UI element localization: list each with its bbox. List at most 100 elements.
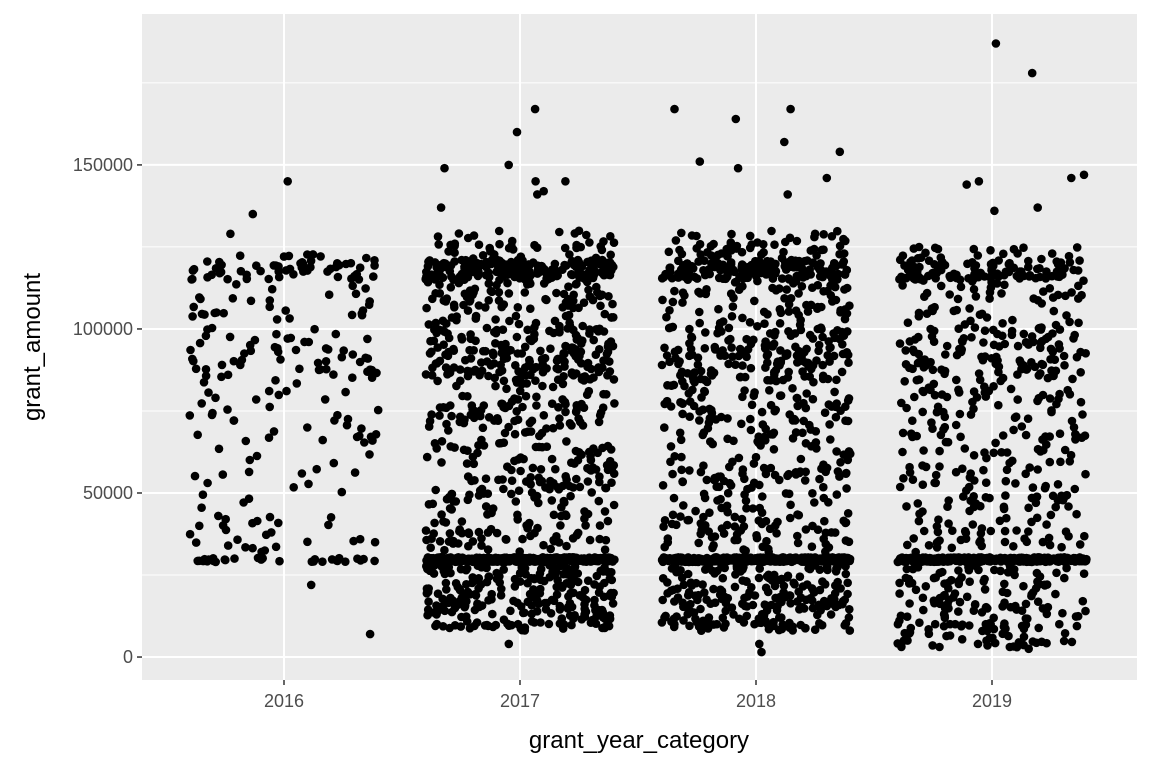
- data-point: [528, 592, 538, 602]
- data-point: [1042, 638, 1051, 648]
- data-point: [763, 256, 772, 266]
- data-point: [934, 515, 943, 524]
- data-point: [424, 320, 434, 329]
- data-point: [603, 465, 613, 475]
- data-point: [318, 557, 327, 566]
- data-point: [479, 401, 489, 410]
- data-point: [729, 436, 738, 446]
- data-point: [1009, 542, 1018, 551]
- data-point: [740, 386, 749, 395]
- data-point: [186, 345, 195, 355]
- data-point: [824, 498, 833, 507]
- data-point: [518, 534, 527, 544]
- data-point: [746, 425, 756, 435]
- data-point: [1045, 432, 1054, 441]
- data-point: [499, 376, 509, 386]
- data-point: [425, 256, 435, 265]
- data-point: [979, 338, 988, 347]
- data-point: [811, 427, 821, 436]
- data-point: [561, 472, 570, 481]
- data-point: [544, 274, 554, 284]
- data-point: [493, 416, 503, 426]
- data-point: [899, 474, 908, 483]
- data-point: [695, 554, 705, 564]
- data-point: [534, 498, 543, 508]
- data-point: [297, 469, 307, 478]
- data-point: [563, 294, 573, 304]
- data-point: [426, 543, 436, 552]
- data-point: [823, 374, 833, 384]
- data-point: [986, 554, 996, 563]
- data-point: [517, 379, 527, 389]
- data-point: [446, 401, 455, 410]
- data-point: [251, 261, 261, 271]
- data-point: [433, 589, 443, 598]
- data-point: [1052, 257, 1061, 266]
- data-point: [731, 570, 740, 579]
- data-point: [499, 267, 508, 276]
- data-point: [595, 324, 604, 334]
- data-point: [582, 277, 592, 287]
- data-point: [822, 173, 832, 183]
- data-point: [970, 600, 980, 609]
- data-point: [477, 366, 487, 376]
- data-point: [246, 296, 256, 306]
- data-point: [450, 257, 460, 266]
- data-point: [511, 361, 520, 370]
- data-point: [606, 445, 616, 454]
- data-point: [535, 569, 545, 578]
- data-point: [350, 468, 360, 477]
- data-point: [726, 258, 736, 267]
- data-point: [913, 499, 923, 508]
- data-point: [479, 441, 489, 450]
- data-point: [598, 443, 607, 453]
- data-point: [930, 260, 939, 269]
- data-point: [558, 265, 567, 275]
- data-point: [792, 262, 802, 272]
- data-point: [535, 477, 545, 487]
- data-point: [567, 270, 576, 279]
- data-point: [459, 589, 469, 599]
- data-point: [723, 507, 732, 517]
- data-point: [1073, 266, 1083, 275]
- data-point: [547, 454, 557, 464]
- data-point: [965, 304, 974, 313]
- data-point: [1028, 637, 1038, 646]
- data-point: [532, 392, 541, 402]
- data-point: [586, 364, 596, 374]
- data-point: [1072, 509, 1081, 519]
- data-point: [737, 419, 746, 429]
- data-point: [895, 339, 905, 348]
- data-point: [775, 475, 784, 485]
- data-point: [734, 453, 744, 463]
- data-point: [589, 335, 598, 345]
- data-point: [323, 345, 333, 354]
- data-point: [965, 506, 974, 516]
- data-point: [542, 295, 551, 305]
- data-point: [570, 611, 579, 620]
- data-point: [962, 592, 972, 602]
- data-point: [794, 587, 803, 596]
- data-point: [762, 536, 771, 546]
- data-point: [581, 521, 590, 530]
- data-point: [801, 525, 811, 534]
- data-point: [767, 226, 776, 236]
- data-point: [507, 241, 516, 251]
- data-point: [536, 465, 546, 474]
- data-point: [908, 564, 918, 574]
- data-point: [712, 554, 722, 563]
- data-point: [808, 394, 818, 404]
- data-point: [467, 401, 477, 410]
- data-point: [745, 243, 755, 253]
- data-point: [803, 307, 813, 316]
- data-point: [429, 553, 438, 563]
- data-point: [355, 431, 364, 441]
- data-point: [554, 403, 563, 412]
- data-point: [951, 420, 961, 430]
- data-point: [683, 369, 692, 378]
- data-point: [1008, 456, 1017, 466]
- data-point: [514, 319, 524, 329]
- data-point: [657, 360, 667, 370]
- data-point: [662, 351, 672, 360]
- data-point: [766, 463, 776, 473]
